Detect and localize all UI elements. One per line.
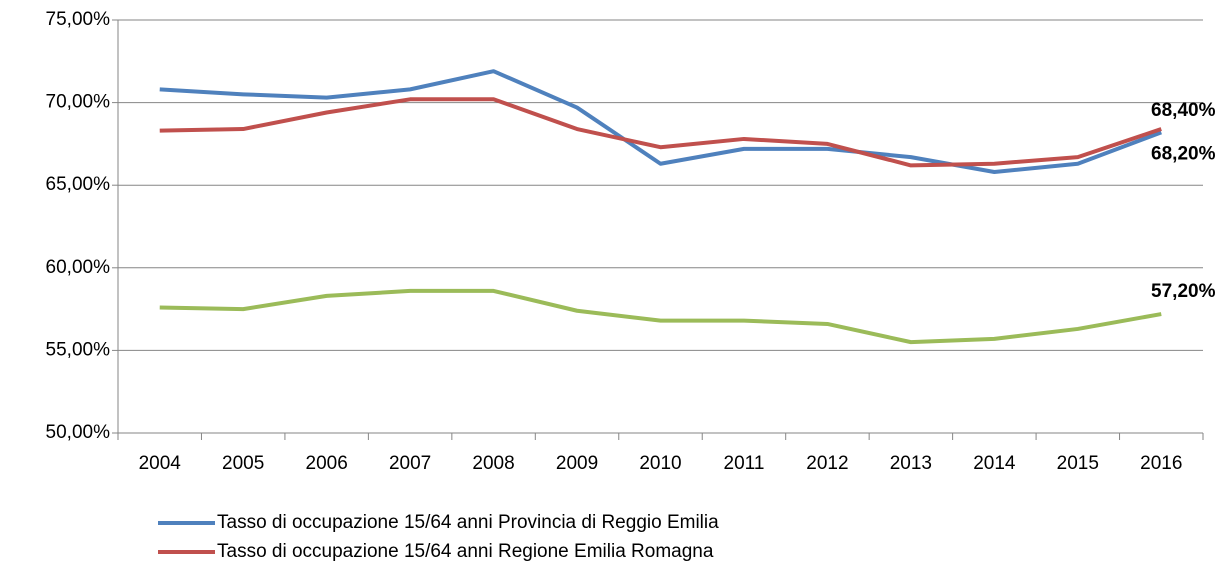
x-tick-label: 2013 (890, 453, 932, 474)
x-tick-label: 2008 (472, 453, 514, 474)
x-tick-label: 2011 (724, 453, 765, 474)
series-line (159, 288, 1162, 345)
legend-label: Tasso di occupazione 15/64 anni Regione … (217, 541, 714, 562)
data-label: 68,40% (1151, 100, 1216, 121)
x-tick-label: 2012 (806, 453, 848, 474)
y-tick-label: 70,00% (46, 92, 111, 113)
y-tick-label: 65,00% (46, 174, 111, 195)
series-line (159, 69, 1162, 174)
x-tick-label: 2006 (306, 453, 348, 474)
x-tick-label: 2009 (556, 453, 598, 474)
y-tick-label: 75,00% (46, 9, 111, 30)
x-tick-label: 2015 (1057, 453, 1099, 474)
y-tick-label: 60,00% (46, 257, 111, 278)
legend-label: Tasso di occupazione 15/64 anni Provinci… (217, 512, 719, 533)
x-tick-label: 2005 (222, 453, 264, 474)
x-tick-label: 2007 (389, 453, 431, 474)
y-tick-label: 55,00% (46, 339, 111, 360)
x-tick-label: 2014 (973, 453, 1016, 474)
y-tick-label: 50,00% (46, 422, 111, 443)
x-tick-label: 2016 (1140, 453, 1182, 474)
data-label: 57,20% (1151, 281, 1216, 302)
x-tick-label: 2004 (139, 453, 182, 474)
data-label: 68,20% (1151, 143, 1216, 164)
x-tick-label: 2010 (639, 453, 681, 474)
series-line (159, 97, 1162, 168)
